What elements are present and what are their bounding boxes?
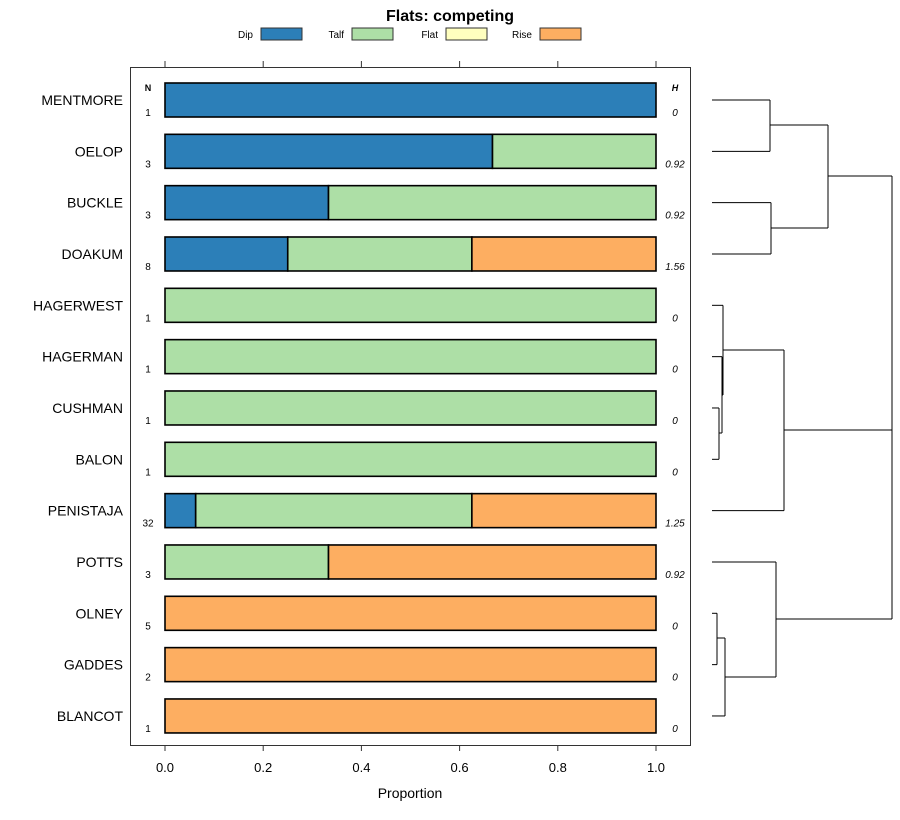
bar-segment-dip: [164, 133, 494, 170]
category-label: HAGERMAN: [42, 349, 123, 365]
bar-segment-rise: [327, 544, 657, 580]
dendrogram: [712, 99, 893, 717]
bar-segment-rise: [164, 698, 657, 734]
h-value: 0: [672, 416, 678, 427]
h-value: 0.92: [665, 211, 685, 222]
bar-segment-rise: [471, 492, 657, 529]
legend-label: Talf: [328, 30, 344, 41]
chart-title: Flats: competing: [386, 8, 514, 25]
plot-frame: [130, 67, 691, 746]
legend-label: Rise: [512, 30, 532, 41]
x-tick-label: 0.0: [156, 760, 174, 775]
bars: MENTMORE 1 0 OELOP 3 0.92 BUCKLE 3 0.92 DOAKUM 8 1.…: [33, 82, 685, 735]
category-label: PENISTAJA: [48, 503, 124, 519]
category-label: POTTS: [76, 554, 123, 570]
bar-segment-talf: [491, 133, 657, 170]
bar-segment-rise: [164, 595, 657, 632]
n-value: 32: [142, 519, 154, 530]
legend: Dip Talf Flat Rise: [238, 27, 582, 41]
bar-segment-rise: [471, 236, 657, 272]
n-value: 1: [145, 365, 151, 376]
bar-segment-rise: [164, 646, 657, 683]
x-tick-label: 0.4: [352, 760, 370, 775]
legend-label: Flat: [421, 30, 438, 41]
category-label: DOAKUM: [62, 246, 123, 262]
legend-swatch-rise: [539, 27, 582, 41]
h-value: 0: [672, 108, 678, 119]
legend-swatch-dip: [260, 27, 303, 41]
n-value: 8: [145, 262, 151, 273]
x-axis: 0.0 0.2 0.4 0.6 0.8 1.0: [156, 61, 665, 775]
category-label: BALON: [76, 451, 123, 467]
n-value: 1: [145, 416, 151, 427]
h-value: 1.25: [665, 519, 685, 530]
category-label: OELOP: [75, 143, 123, 159]
h-value: 0: [672, 724, 678, 735]
bar-segment-talf: [164, 338, 657, 375]
n-value: 5: [145, 621, 151, 632]
h-value: 0: [672, 365, 678, 376]
n-value: 1: [145, 467, 151, 478]
n-value: 1: [145, 108, 151, 119]
n-value: 2: [145, 673, 151, 684]
h-value: 0.92: [665, 570, 685, 581]
category-label: GADDES: [64, 657, 123, 673]
bar-segment-talf: [164, 287, 657, 324]
bar-segment-dip: [164, 492, 197, 529]
category-label: MENTMORE: [41, 92, 123, 108]
bar-segment-talf: [286, 236, 473, 272]
n-value: 1: [145, 724, 151, 735]
h-value: 1.56: [665, 262, 685, 273]
bar-segment-talf: [164, 441, 657, 478]
category-label: HAGERWEST: [33, 297, 123, 313]
legend-swatch-talf: [351, 27, 394, 41]
x-tick-label: 0.8: [549, 760, 567, 775]
bar-segment-dip: [164, 184, 330, 221]
x-axis-label: Proportion: [378, 785, 443, 801]
n-value: 3: [145, 159, 151, 170]
bar-segment-talf: [194, 492, 473, 529]
bar-segment-talf: [164, 390, 657, 426]
n-value: 1: [145, 313, 151, 324]
h-value: 0: [672, 621, 678, 632]
category-label: BUCKLE: [67, 195, 123, 211]
category-label: CUSHMAN: [52, 400, 123, 416]
n-header: N: [145, 83, 152, 93]
legend-swatch-flat: [445, 27, 488, 41]
h-value: 0: [672, 467, 678, 478]
bar-segment-talf: [327, 184, 657, 221]
bar-segment-dip: [164, 236, 289, 272]
category-label: BLANCOT: [57, 708, 124, 724]
bar-segment-talf: [164, 544, 330, 580]
n-value: 3: [145, 211, 151, 222]
h-value: 0: [672, 673, 678, 684]
bar-segment-dip: [164, 82, 657, 118]
h-value: 0: [672, 313, 678, 324]
x-tick-label: 0.2: [254, 760, 272, 775]
x-tick-label: 0.6: [451, 760, 469, 775]
h-value: 0.92: [665, 159, 685, 170]
legend-label: Dip: [238, 30, 253, 41]
x-tick-label: 1.0: [647, 760, 665, 775]
category-label: OLNEY: [76, 605, 124, 621]
h-header: H: [672, 83, 679, 93]
n-value: 3: [145, 570, 151, 581]
